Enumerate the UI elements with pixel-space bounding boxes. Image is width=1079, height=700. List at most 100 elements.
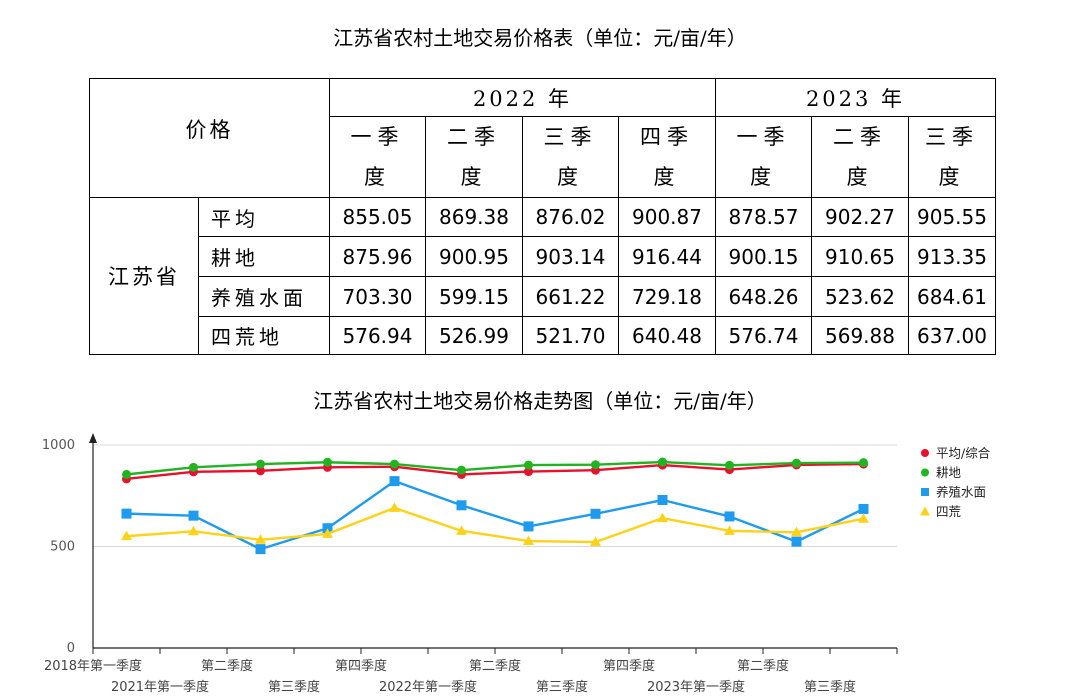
series-2	[121, 476, 869, 555]
data-point	[725, 460, 734, 470]
legend-item: 养殖水面	[921, 485, 986, 500]
data-point	[255, 544, 266, 555]
legend-label: 耕地	[936, 465, 962, 480]
corner-header: 价格	[89, 78, 330, 198]
series-line	[126, 506, 864, 544]
x-tick-label: 第二季度	[737, 658, 789, 674]
table-cell: 876.02	[522, 197, 619, 237]
data-point	[456, 500, 467, 511]
table-cell: 599.15	[425, 276, 523, 317]
legend-label: 四荒	[936, 504, 961, 519]
y-axis-arrow	[89, 433, 97, 443]
table-cell: 903.14	[522, 236, 619, 277]
data-point	[256, 466, 265, 476]
table-cell: 521.70	[522, 316, 619, 355]
data-point	[323, 457, 332, 467]
quarter-header: 一季度	[329, 116, 426, 198]
table-cell: 703.30	[329, 276, 426, 317]
data-point	[121, 508, 132, 519]
data-point	[390, 459, 399, 469]
table-cell: 875.96	[329, 236, 426, 277]
x-tick-label: 第四季度	[335, 658, 387, 674]
price-table: 价格 2022 年 2023 年 一季度 二季度 三季度 四季度 一季度 二季度…	[89, 78, 996, 355]
data-point	[189, 462, 198, 472]
quarter-header: 二季度	[425, 116, 523, 198]
data-point	[188, 510, 199, 521]
y-tick-label: 1000	[42, 438, 75, 453]
row-label-aquaculture: 养殖水面	[198, 276, 330, 317]
series-3	[121, 502, 869, 547]
data-point	[524, 467, 533, 477]
series-line	[126, 460, 864, 476]
x-tick-label: 第二季度	[469, 658, 521, 674]
data-point	[724, 525, 735, 535]
x-tick-label: 2022年第一季度	[379, 679, 477, 695]
quarter-header: 一季度	[715, 116, 812, 198]
year-header-2023: 2023 年	[715, 78, 996, 117]
x-tick-label: 第三季度	[536, 679, 588, 695]
table-title: 江苏省农村土地交易价格表（单位：元/亩/年）	[333, 26, 747, 50]
row-label-wasteland: 四荒地	[198, 316, 330, 355]
data-point	[188, 525, 199, 536]
data-point	[859, 458, 868, 468]
corner-label: 价格	[185, 118, 234, 142]
table-cell: 640.48	[618, 316, 716, 355]
table-cell: 916.44	[618, 236, 716, 277]
legend-item: 平均/综合	[921, 446, 991, 461]
table-cell: 900.15	[715, 236, 812, 277]
data-point	[523, 535, 534, 546]
table-cell: 661.22	[522, 276, 619, 317]
table-cell: 902.27	[811, 197, 909, 237]
x-tick-label: 2021年第一季度	[111, 679, 209, 695]
row-label-farmland: 耕地	[198, 236, 330, 277]
legend-item: 四荒	[920, 504, 961, 519]
table-cell: 576.94	[329, 316, 426, 355]
data-point	[858, 503, 869, 514]
quarter-header: 三季度	[522, 116, 619, 198]
table-cell: 910.65	[811, 236, 909, 277]
data-point	[791, 526, 802, 537]
x-tick-label: 第三季度	[804, 679, 856, 695]
data-point	[322, 523, 333, 534]
table-cell: 900.95	[425, 236, 523, 277]
y-tick-label: 0	[67, 641, 75, 656]
data-point	[657, 512, 668, 523]
province-label: 江苏省	[89, 197, 199, 355]
data-point	[121, 530, 132, 541]
legend-marker	[921, 488, 929, 496]
table-cell: 913.35	[908, 236, 996, 277]
quarter-header: 四季度	[618, 116, 716, 198]
table-cell: 905.55	[908, 197, 996, 237]
data-point	[256, 459, 265, 469]
table-cell: 648.26	[715, 276, 812, 317]
table-cell: 526.99	[425, 316, 523, 355]
data-point	[389, 502, 400, 512]
table-cell: 569.88	[811, 316, 909, 355]
table-cell: 576.74	[715, 316, 812, 355]
data-point	[792, 458, 801, 468]
data-point	[657, 495, 668, 506]
legend-marker	[920, 506, 930, 516]
series-1	[122, 457, 868, 479]
price-trend-chart: 050010002018年第一季度2021年第一季度第二季度第三季度第四季度20…	[42, 433, 991, 695]
chart-title: 江苏省农村土地交易价格走势图（单位：元/亩/年）	[313, 389, 767, 413]
data-point	[122, 469, 131, 479]
data-point	[590, 508, 601, 519]
legend-item: 耕地	[921, 465, 962, 480]
legend-label: 平均/综合	[936, 446, 991, 461]
legend-label: 养殖水面	[936, 485, 986, 500]
data-point	[523, 521, 534, 532]
x-tick-label: 2023年第一季度	[647, 679, 745, 695]
data-point	[591, 460, 600, 470]
series-line	[126, 462, 864, 481]
table-cell: 729.18	[618, 276, 716, 317]
data-point	[456, 525, 467, 535]
legend-marker	[921, 449, 929, 457]
data-point	[255, 534, 266, 544]
series-line	[126, 479, 865, 551]
data-point	[858, 513, 869, 523]
data-point	[457, 465, 466, 475]
table-cell: 900.87	[618, 197, 716, 237]
quarter-header: 三季度	[908, 116, 996, 198]
data-point	[524, 460, 533, 470]
